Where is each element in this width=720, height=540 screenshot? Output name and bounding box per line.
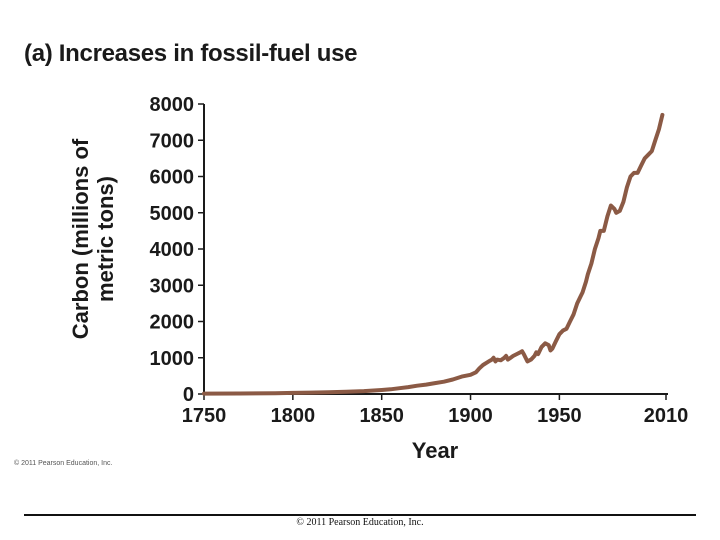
x-tick-label: 1750 <box>182 405 227 427</box>
y-tick-label: 6000 <box>150 167 195 189</box>
y-tick-label: 3000 <box>150 275 195 297</box>
y-tick-label: 7000 <box>150 130 195 152</box>
line-chart: 0 1000 2000 3000 4000 5000 6000 7000 8000 1750 18… <box>68 94 689 463</box>
series-line-0 <box>202 112 665 396</box>
x-axis-ticks: 1750 1800 1850 1900 1950 2010 <box>182 394 689 427</box>
y-axis-title-line: metric tons) <box>93 176 118 302</box>
x-tick-label: 1950 <box>537 405 582 427</box>
y-tick-label: 4000 <box>150 239 195 261</box>
y-axis-title-line: Carbon (millions of <box>68 138 93 339</box>
y-tick-label: 8000 <box>150 94 195 116</box>
footer-copyright: © 2011 Pearson Education, Inc. <box>296 517 424 528</box>
chart-title: (a) Increases in fossil-fuel use <box>24 40 358 67</box>
footer-rule <box>24 514 696 516</box>
x-tick-label: 1850 <box>359 405 404 427</box>
y-tick-label: 5000 <box>150 203 195 225</box>
x-tick-label: 1900 <box>448 405 493 427</box>
x-tick-label: 1800 <box>271 405 316 427</box>
series-group <box>202 112 665 396</box>
y-tick-label: 2000 <box>150 312 195 334</box>
x-tick-label: 2010 <box>644 405 689 427</box>
chart-axes <box>203 104 668 395</box>
y-axis-title: Carbon (millions of metric tons) <box>68 138 118 339</box>
y-tick-label: 1000 <box>150 348 195 370</box>
small-copyright: © 2011 Pearson Education, Inc. <box>14 460 113 467</box>
y-tick-label: 0 <box>183 384 194 406</box>
x-axis-title: Year <box>412 438 459 463</box>
y-axis-ticks: 0 1000 2000 3000 4000 5000 6000 7000 8000 <box>150 94 204 406</box>
